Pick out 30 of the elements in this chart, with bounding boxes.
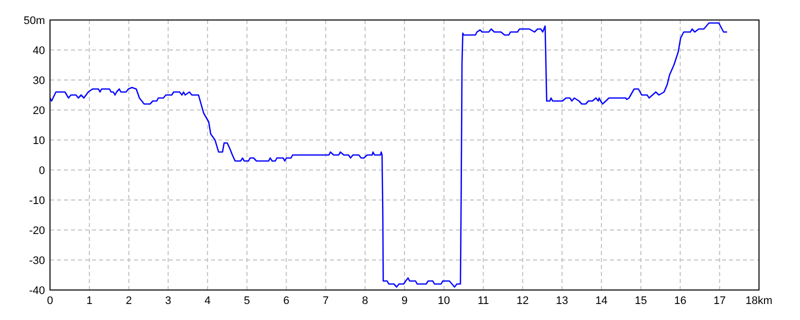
x-tick-label: 10 — [438, 295, 450, 307]
x-tick-label: 5 — [244, 295, 250, 307]
x-tick-label: 7 — [322, 295, 329, 307]
x-tick-label: 3 — [165, 295, 172, 307]
y-tick-label: 50m — [24, 14, 45, 27]
x-tick-label: 11 — [478, 295, 489, 307]
y-tick-label: -40 — [29, 284, 45, 297]
y-tick-label: 10 — [32, 134, 45, 147]
y-tick-label: 30 — [32, 74, 45, 87]
x-tick-label: 6 — [283, 295, 290, 307]
x-tick-label: 1 — [86, 295, 92, 307]
x-tick-label: 13 — [556, 295, 568, 307]
x-tick-label: 17 — [713, 295, 726, 307]
x-tick-label: 9 — [401, 295, 408, 307]
y-tick-label: 20 — [32, 104, 45, 117]
x-tick-label: 14 — [595, 295, 608, 307]
x-tick-label: 8 — [362, 295, 368, 307]
x-tick-label: 2 — [126, 295, 132, 307]
y-tick-label: -10 — [29, 194, 45, 207]
y-tick-label: -20 — [29, 224, 45, 237]
x-tick-label: 18km — [746, 295, 772, 307]
y-tick-label: 0 — [38, 164, 45, 177]
x-tick-label: 16 — [674, 295, 686, 307]
y-tick-label: 40 — [32, 44, 45, 57]
line-series — [49, 22, 728, 288]
x-tick-label: 12 — [516, 295, 529, 307]
x-tick-label: 4 — [204, 295, 211, 307]
y-tick-label: -30 — [29, 254, 45, 267]
x-tick-label: 15 — [634, 295, 647, 307]
x-tick-label: 0 — [46, 295, 54, 307]
